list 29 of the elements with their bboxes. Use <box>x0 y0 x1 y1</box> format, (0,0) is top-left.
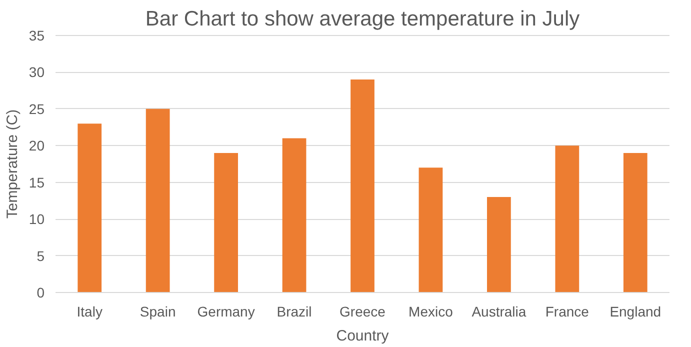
x-axis-title: Country <box>336 328 390 344</box>
y-tick-label: 10 <box>28 211 45 228</box>
x-tick-label: Australia <box>472 304 526 320</box>
x-tick-label: Germany <box>197 304 255 320</box>
y-tick-label: 30 <box>28 64 45 80</box>
y-tick-label: 5 <box>36 248 45 264</box>
x-tick-label: Greece <box>340 304 386 320</box>
bar <box>282 138 306 292</box>
y-tick-label: 15 <box>28 174 45 190</box>
y-tick-label: 20 <box>28 138 45 154</box>
x-tick-label: France <box>545 304 590 320</box>
bar <box>623 152 648 292</box>
y-axis-title: Temperature (C) <box>4 109 21 219</box>
bar <box>350 80 374 292</box>
bar <box>418 168 443 292</box>
y-tick-label: 35 <box>28 28 45 44</box>
bar <box>555 146 580 292</box>
x-tick-label: Italy <box>76 304 102 320</box>
bar <box>214 152 238 292</box>
chart-title: Bar Chart to show average temperature in July <box>145 8 580 30</box>
y-tick-label: 25 <box>28 100 45 117</box>
bar <box>78 124 102 292</box>
y-tick-label: 0 <box>36 284 45 300</box>
x-tick-label: England <box>610 304 662 320</box>
bar <box>146 108 170 292</box>
x-tick-label: Spain <box>140 304 176 320</box>
x-tick-label: Brazil <box>276 304 312 320</box>
bar <box>487 197 511 292</box>
x-tick-label: Mexico <box>408 304 454 320</box>
